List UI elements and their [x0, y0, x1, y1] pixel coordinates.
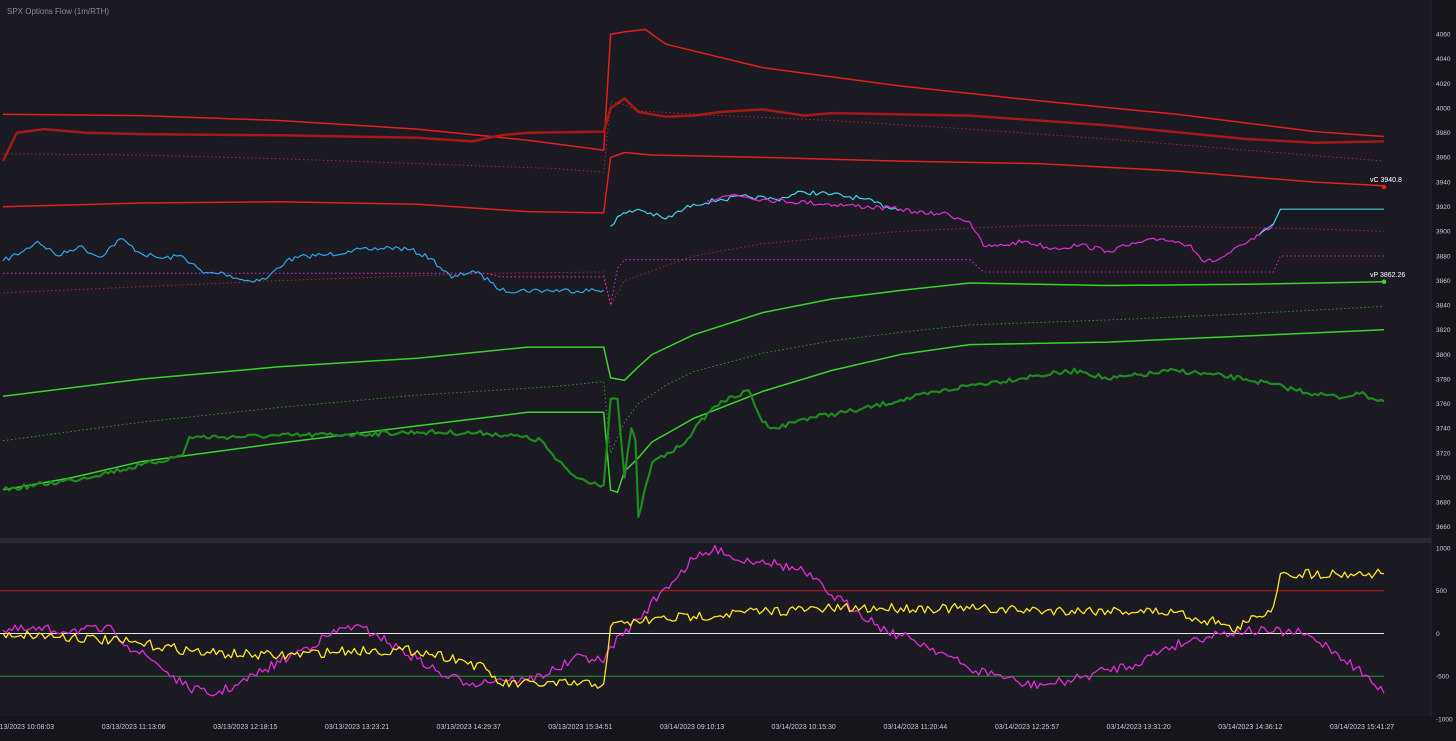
series-green-bright-lower — [2, 329, 1385, 494]
oscillator-y-tick: 500 — [1436, 588, 1447, 595]
x-tick-label: 03/14/2023 09:10:13 — [660, 724, 724, 731]
panel-divider — [0, 538, 1456, 543]
price-y-tick: 3700 — [1436, 475, 1451, 482]
x-tick-label: 03/13/2023 12:18:15 — [213, 724, 277, 731]
x-tick-label: 03/13/2023 15:34:51 — [548, 724, 612, 731]
right-axis-strip — [1431, 0, 1456, 716]
last-value-label: vC 3940.8 — [1370, 177, 1402, 184]
last-value-label: vP 3862.26 — [1370, 272, 1405, 279]
series-magenta-dotted-flat — [3, 255, 1384, 306]
price-y-tick: 3740 — [1436, 426, 1451, 433]
oscillator-y-tick: 0 — [1436, 631, 1440, 638]
x-tick-label: 03/14/2023 15:41:27 — [1330, 724, 1394, 731]
x-tick-label: 03/14/2023 11:20:44 — [883, 724, 947, 731]
x-tick-label: 03/14/2023 12:25:57 — [995, 724, 1059, 731]
chart-annotations: vC 3940.8 vP 3862.26 — [1370, 177, 1405, 285]
series-blue-price — [2, 238, 604, 294]
series-cyan-tail — [1259, 208, 1384, 235]
oscillator-panel-background — [0, 543, 1431, 716]
x-tick-label: 03/13/2023 13:23:21 — [325, 724, 389, 731]
series-red-bright-top — [2, 28, 1385, 151]
oscillator-y-tick: -500 — [1436, 674, 1449, 681]
price-y-tick: 3940 — [1436, 179, 1451, 186]
series-magenta-osc — [2, 544, 1385, 697]
price-y-tick: 3960 — [1436, 155, 1451, 162]
oscillator-y-axis: -1000 -500 0 500 1000 — [1436, 545, 1453, 723]
price-y-tick: 3820 — [1436, 327, 1451, 334]
x-tick-label: 03/14/2023 13:31:20 — [1107, 724, 1171, 731]
price-panel-background — [0, 0, 1431, 538]
x-tick-label: 03/13/2023 11:13:06 — [102, 724, 166, 731]
chart-title: SPX Options Flow (1m/RTH) — [7, 7, 109, 16]
price-y-tick: 3760 — [1436, 401, 1451, 408]
price-y-tick: 4040 — [1436, 56, 1451, 63]
price-y-tick: 4000 — [1436, 105, 1451, 112]
bottom-axis-strip — [0, 716, 1456, 741]
oscillator-y-tick: -1000 — [1436, 716, 1453, 723]
x-tick-label: 03/13/2023 14:29:37 — [437, 724, 501, 731]
oscillator-plot-area — [0, 544, 1385, 697]
price-y-tick: 3900 — [1436, 229, 1451, 236]
series-green-bright-top — [2, 281, 1385, 398]
price-y-tick: 3880 — [1436, 253, 1451, 260]
price-y-tick: 3860 — [1436, 278, 1451, 285]
price-y-tick: 3980 — [1436, 130, 1451, 137]
price-y-tick: 4060 — [1436, 32, 1451, 39]
price-plot-area — [1, 28, 1385, 519]
price-y-tick: 3840 — [1436, 303, 1451, 310]
series-cyan-price — [610, 190, 901, 227]
price-y-tick: 3920 — [1436, 204, 1451, 211]
series-yellow-osc — [2, 568, 1385, 689]
x-tick-label: 03/14/2023 10:15:30 — [772, 724, 836, 731]
x-tick-label: 03/14/2023 14:36:12 — [1218, 724, 1282, 731]
series-magenta-price — [707, 193, 1275, 263]
series-red-bright-lower — [2, 151, 1385, 214]
price-y-tick: 3660 — [1436, 524, 1451, 531]
last-value-dot — [1381, 184, 1387, 190]
series-green-dotted — [2, 305, 1385, 454]
price-y-tick: 4020 — [1436, 81, 1451, 88]
series-green-dark — [2, 367, 1385, 519]
price-y-tick: 3780 — [1436, 376, 1451, 383]
x-tick-label: 03/13/2023 10:08:03 — [0, 724, 54, 731]
price-y-axis: 3660 3680 3700 3720 3740 3760 3780 3800 3820 3840… — [1436, 32, 1451, 532]
time-x-axis: 03/13/2023 10:08:03 03/13/2023 11:13:06 03… — [0, 724, 1394, 731]
price-y-tick: 3680 — [1436, 500, 1451, 507]
series-red-dotted-upper — [2, 101, 1385, 173]
price-y-tick: 3720 — [1436, 450, 1451, 457]
last-value-dot — [1381, 279, 1387, 285]
price-y-tick: 3800 — [1436, 352, 1451, 359]
oscillator-y-tick: 1000 — [1436, 545, 1451, 552]
series-red-dark-mid — [1, 97, 1385, 162]
